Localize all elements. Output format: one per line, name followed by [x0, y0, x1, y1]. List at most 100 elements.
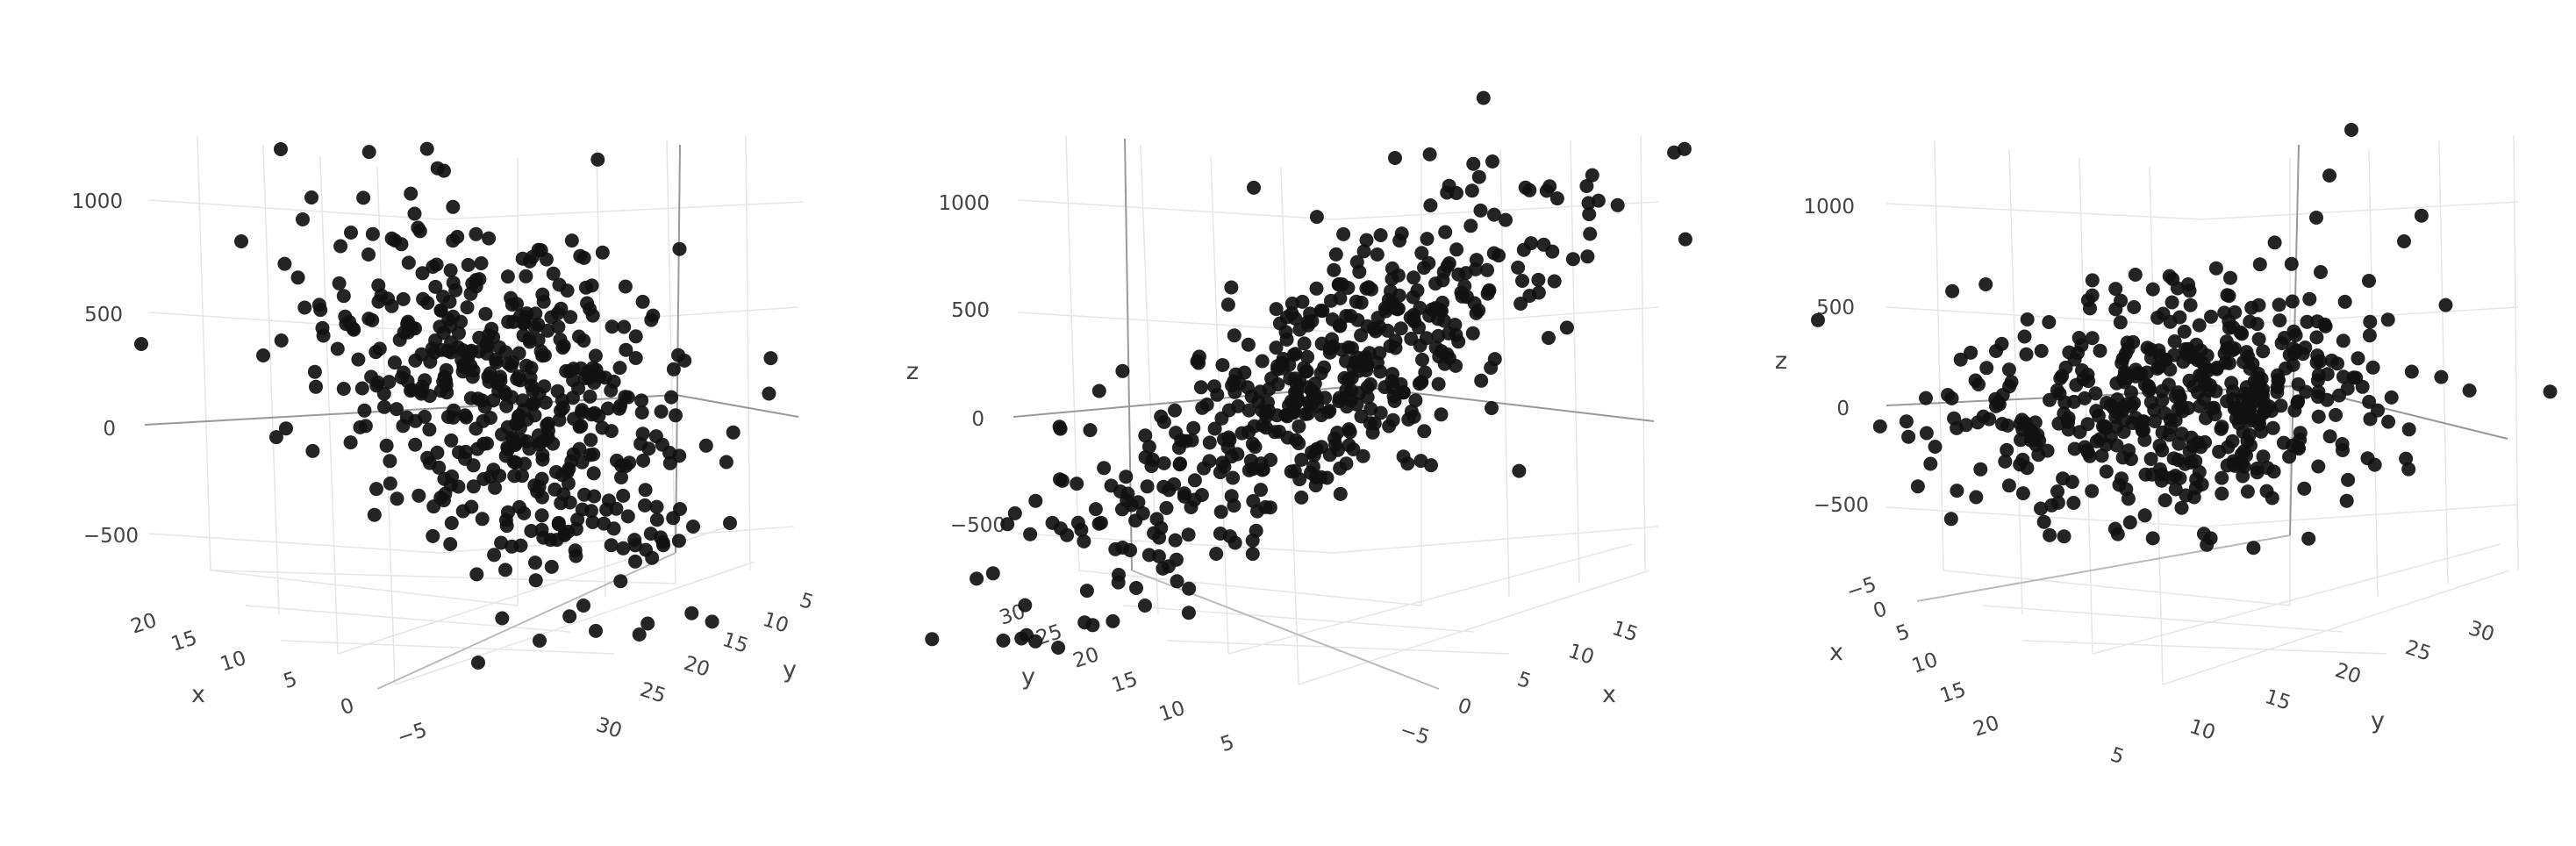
panel-3-x-tick: 0	[1871, 598, 1890, 623]
data-point	[2094, 448, 2109, 463]
data-point	[1222, 433, 1237, 448]
data-point	[1241, 337, 1256, 352]
data-point	[1231, 398, 1246, 413]
data-point	[444, 433, 459, 448]
data-point	[2362, 394, 2377, 409]
data-point	[1449, 358, 1463, 373]
data-point	[499, 398, 514, 413]
data-point	[2362, 274, 2376, 288]
data-point	[1422, 308, 1437, 323]
data-point	[1241, 462, 1256, 477]
data-point	[1469, 305, 1484, 320]
data-point	[1199, 398, 1214, 412]
data-point	[256, 348, 270, 362]
data-point	[1485, 154, 1499, 168]
data-point	[1268, 425, 1282, 440]
data-point	[2229, 412, 2243, 426]
data-point	[1360, 380, 1375, 395]
data-point	[420, 296, 435, 311]
data-point	[2311, 459, 2326, 474]
data-point	[2270, 380, 2285, 395]
data-point	[392, 333, 407, 348]
data-point	[2363, 314, 2378, 329]
data-point	[1245, 436, 1260, 451]
panel-2-y-tick: 5	[1218, 731, 1237, 756]
data-point	[540, 323, 555, 338]
panel-1-y-tick: 15	[719, 628, 751, 658]
data-point	[482, 327, 496, 342]
data-point	[614, 458, 629, 473]
data-point	[666, 362, 681, 376]
data-point	[1342, 425, 1357, 440]
data-point	[1156, 455, 1171, 470]
data-point	[388, 233, 403, 247]
data-point	[2150, 311, 2165, 325]
data-point	[369, 482, 383, 497]
data-point	[576, 599, 590, 613]
scatter-panel-2[interactable]: 1000 500 0 −500 z 30 25 20 15 10 5 y −5 …	[906, 90, 1692, 757]
data-point	[580, 296, 595, 311]
data-point	[2339, 493, 2354, 508]
data-point	[1410, 283, 1425, 298]
scatter-panel-3[interactable]: 1000 500 0 −500 z −5 0 5 10 15 20 x 5 10…	[1775, 123, 2558, 769]
data-point	[524, 524, 539, 538]
data-point	[1404, 404, 1419, 419]
data-point	[1020, 627, 1034, 642]
data-point	[1237, 365, 1252, 380]
data-point	[1270, 359, 1285, 374]
data-point	[2222, 355, 2236, 370]
data-point	[1522, 289, 1537, 303]
data-point	[530, 484, 545, 499]
data-point	[429, 257, 444, 272]
data-point	[333, 239, 348, 254]
panel-1-x-tick: 15	[168, 627, 200, 656]
data-point	[1303, 306, 1318, 321]
data-point	[446, 199, 461, 214]
data-point	[290, 270, 305, 285]
data-point	[1254, 483, 1268, 498]
data-point	[478, 306, 493, 321]
data-point	[1159, 500, 1174, 515]
data-point	[401, 314, 415, 329]
panel-3-x-tick: 20	[1971, 712, 2002, 742]
data-point	[2314, 265, 2328, 279]
data-point	[134, 337, 148, 351]
data-point	[2384, 390, 2399, 405]
scatter-panel-1[interactable]: 1000 500 0 −500 20 15 10 5 0 −5 x 5 10 1…	[71, 0, 816, 749]
panel-3-z-tick: 1000	[1803, 196, 1855, 219]
data-point	[595, 420, 610, 435]
data-point	[528, 573, 543, 588]
data-point	[2066, 496, 2081, 510]
data-point	[1481, 284, 1496, 298]
data-point	[595, 245, 610, 260]
data-point	[2043, 527, 2057, 542]
panel-2-points	[925, 90, 1692, 655]
data-point	[1194, 488, 1209, 502]
data-point	[2244, 300, 2259, 315]
data-point	[2336, 443, 2350, 457]
data-point	[1434, 407, 1449, 422]
data-point	[1135, 506, 1150, 520]
data-point	[1499, 212, 1513, 227]
data-point	[523, 370, 538, 385]
data-point	[361, 145, 376, 160]
panel-1-x-tick: −5	[395, 719, 430, 749]
data-point	[1943, 512, 1958, 527]
data-point	[533, 634, 547, 648]
panel-3-x-tick: 10	[1909, 649, 1941, 678]
data-point	[2137, 508, 2152, 523]
panel-2-x-tick: 15	[1609, 617, 1641, 647]
data-point	[2256, 449, 2271, 464]
data-point	[1325, 312, 1340, 326]
data-point	[488, 480, 503, 495]
data-point	[1549, 191, 1564, 206]
data-point	[537, 379, 552, 394]
data-point	[1469, 253, 1484, 268]
data-point	[1417, 424, 1432, 439]
data-point	[1018, 598, 1033, 613]
data-point	[1352, 264, 1367, 279]
data-point	[457, 360, 472, 375]
data-point	[649, 513, 664, 527]
data-point	[1392, 233, 1407, 248]
panel-2-y-tick: 15	[1109, 668, 1141, 698]
